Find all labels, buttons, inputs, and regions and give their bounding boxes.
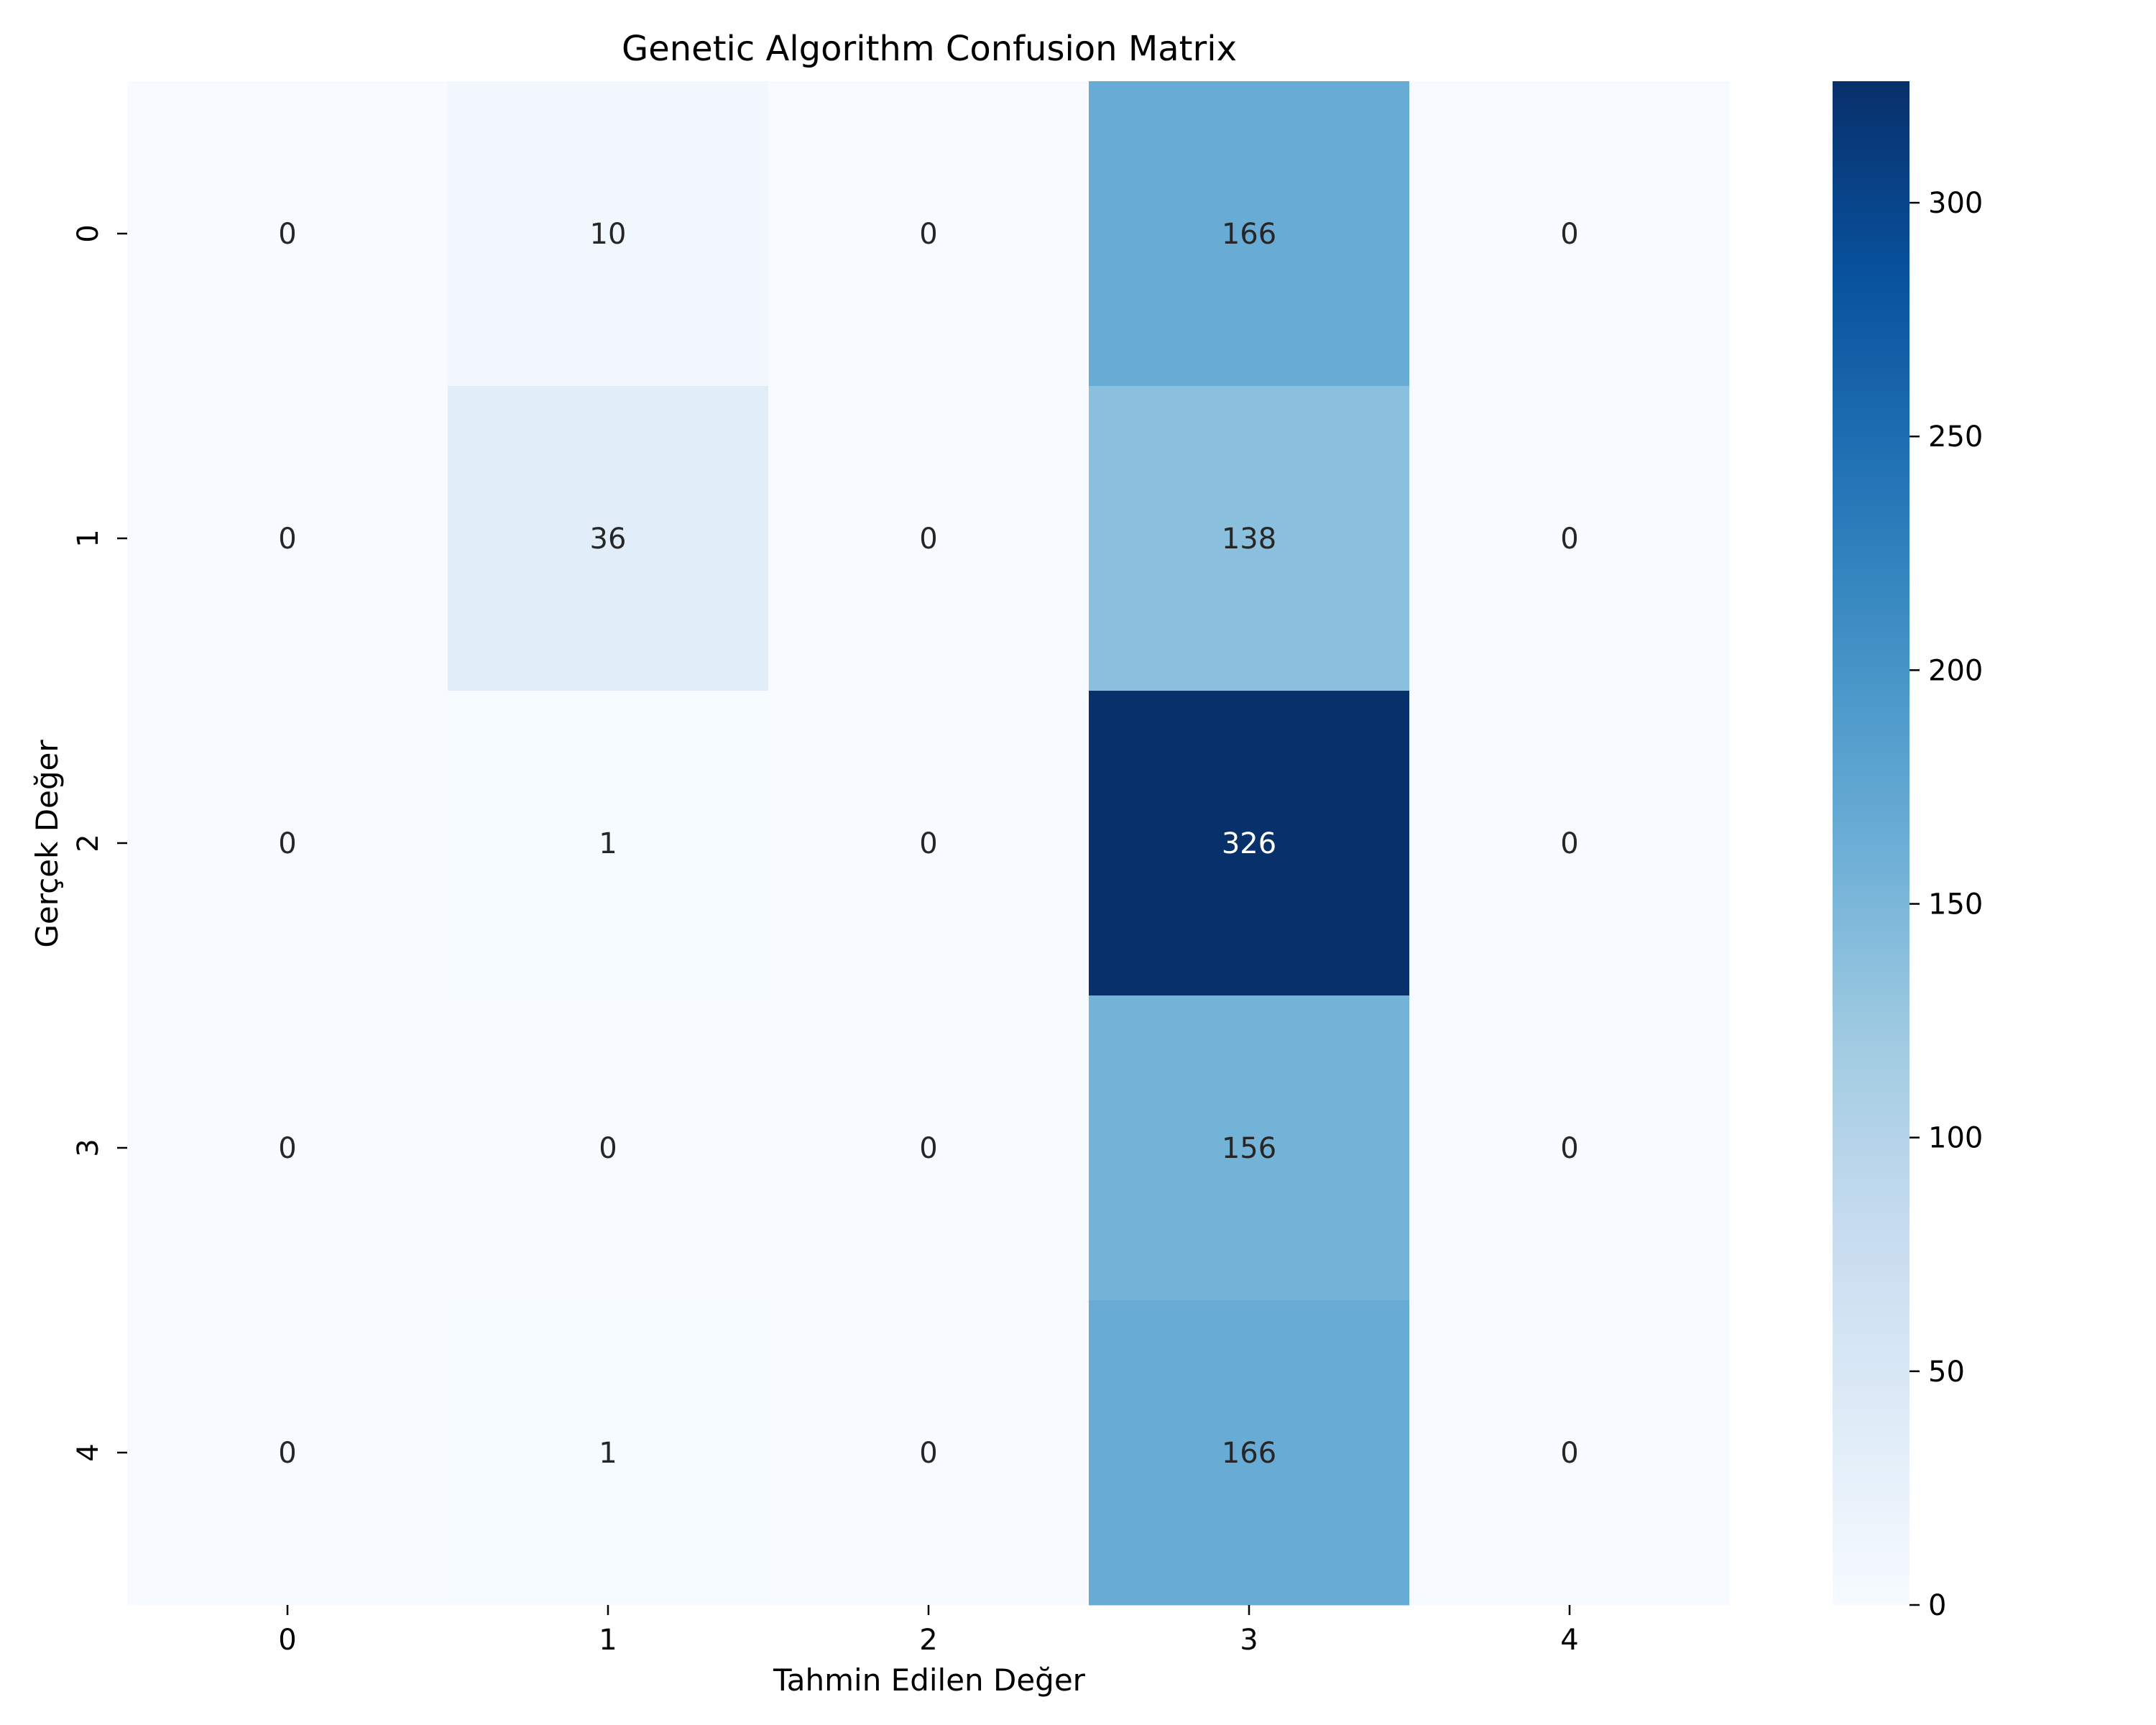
heatmap-cell-r4-c0: [127, 1300, 448, 1606]
cell-value-r3-c0: 0: [278, 1132, 296, 1165]
cell-value-r3-c2: 0: [919, 1132, 937, 1165]
heatmap-cell-r4-c2: [768, 1300, 1089, 1606]
cell-value-r4-c1: 1: [599, 1437, 617, 1470]
colorbar-ticks: 0 50 100 150 200 250 300: [1909, 187, 1983, 1622]
heatmap-cells: [127, 81, 1731, 1606]
heatmap-cell-r1-c2: [768, 386, 1089, 691]
chart-title: Genetic Algorithm Confusion Matrix: [622, 29, 1237, 69]
cell-value-r2-c1: 1: [599, 827, 617, 860]
x-axis-ticks: 0 1 2 3 4: [278, 1605, 1579, 1657]
heatmap-cell-r2-c2: [768, 691, 1089, 996]
heatmap-cell-r2-c1: [448, 691, 769, 996]
x-axis-label: Tahmin Edilen Değer: [773, 1662, 1086, 1698]
heatmap-cell-r3-c1: [448, 995, 769, 1301]
heatmap-cell-r2-c0: [127, 691, 448, 996]
cell-value-r0-c2: 0: [919, 218, 937, 251]
cell-value-r1-c2: 0: [919, 523, 937, 556]
cell-value-r1-c3: 138: [1222, 523, 1276, 556]
heatmap-cell-r1-c1: [448, 386, 769, 691]
cell-value-r0-c3: 166: [1222, 218, 1276, 251]
heatmap-cell-r0-c4: [1409, 81, 1731, 387]
y-tick-label-1: 1: [72, 529, 105, 547]
cell-value-r3-c1: 0: [599, 1132, 617, 1165]
cell-value-r2-c2: 0: [919, 827, 937, 860]
cell-value-r0-c1: 10: [590, 218, 627, 251]
y-axis-ticks: 0 1 2 3 4: [72, 224, 127, 1462]
cell-value-r1-c1: 36: [590, 523, 627, 556]
x-tick-label-0: 0: [278, 1624, 296, 1657]
colorbar: [1833, 81, 1909, 1605]
heatmap-cell-r0-c1: [448, 81, 769, 387]
heatmap-cell-r2-c4: [1409, 691, 1731, 996]
colorbar-tick-label-4: 200: [1928, 654, 1983, 687]
cell-value-r2-c0: 0: [278, 827, 296, 860]
colorbar-tick-label-1: 50: [1928, 1356, 1965, 1389]
heatmap-cell-r4-c1: [448, 1300, 769, 1606]
colorbar-tick-label-6: 300: [1928, 187, 1983, 220]
heatmap-cell-labels: 0 10 0 166 00 36 0 138 00 1 0 326 00 0 0 156 00 1 0 166 0: [278, 218, 1578, 1470]
heatmap-cell-r3-c0: [127, 995, 448, 1301]
y-tick-label-2: 2: [72, 834, 105, 852]
x-tick-label-4: 4: [1560, 1624, 1578, 1657]
cell-value-r2-c4: 0: [1560, 827, 1578, 860]
heatmap-cell-r3-c3: [1089, 995, 1410, 1301]
cell-value-r1-c0: 0: [278, 523, 296, 556]
heatmap-cell-r2-c3: [1089, 691, 1410, 996]
colorbar-tick-label-0: 0: [1928, 1589, 1946, 1622]
cell-value-r1-c4: 0: [1560, 523, 1578, 556]
cell-value-r4-c0: 0: [278, 1437, 296, 1470]
cell-value-r4-c3: 166: [1222, 1437, 1276, 1470]
heatmap-cell-r4-c3: [1089, 1300, 1410, 1606]
y-tick-label-0: 0: [72, 224, 105, 242]
heatmap-cell-r0-c0: [127, 81, 448, 387]
cell-value-r2-c3: 326: [1222, 827, 1276, 860]
y-tick-label-3: 3: [72, 1138, 105, 1156]
heatmap-cell-r1-c0: [127, 386, 448, 691]
colorbar-tick-label-5: 250: [1928, 420, 1983, 454]
heatmap-cell-r3-c2: [768, 995, 1089, 1301]
cell-value-r3-c3: 156: [1222, 1132, 1276, 1165]
heatmap-cell-r0-c2: [768, 81, 1089, 387]
cell-value-r0-c4: 0: [1560, 218, 1578, 251]
cell-value-r0-c0: 0: [278, 218, 296, 251]
heatmap-cell-r4-c4: [1409, 1300, 1731, 1606]
x-tick-label-2: 2: [919, 1624, 937, 1657]
cell-value-r4-c2: 0: [919, 1437, 937, 1470]
y-tick-label-4: 4: [72, 1443, 105, 1461]
heatmap-cell-r1-c4: [1409, 386, 1731, 691]
cell-value-r3-c4: 0: [1560, 1132, 1578, 1165]
heatmap-cell-r0-c3: [1089, 81, 1410, 387]
colorbar-tick-label-3: 150: [1928, 888, 1983, 921]
heatmap-cell-r1-c3: [1089, 386, 1410, 691]
x-tick-label-1: 1: [599, 1624, 617, 1657]
y-axis-label: Gerçek Değer: [29, 740, 65, 948]
cell-value-r4-c4: 0: [1560, 1437, 1578, 1470]
x-tick-label-3: 3: [1240, 1624, 1258, 1657]
colorbar-tick-label-2: 100: [1928, 1122, 1983, 1155]
heatmap-cell-r3-c4: [1409, 995, 1731, 1301]
